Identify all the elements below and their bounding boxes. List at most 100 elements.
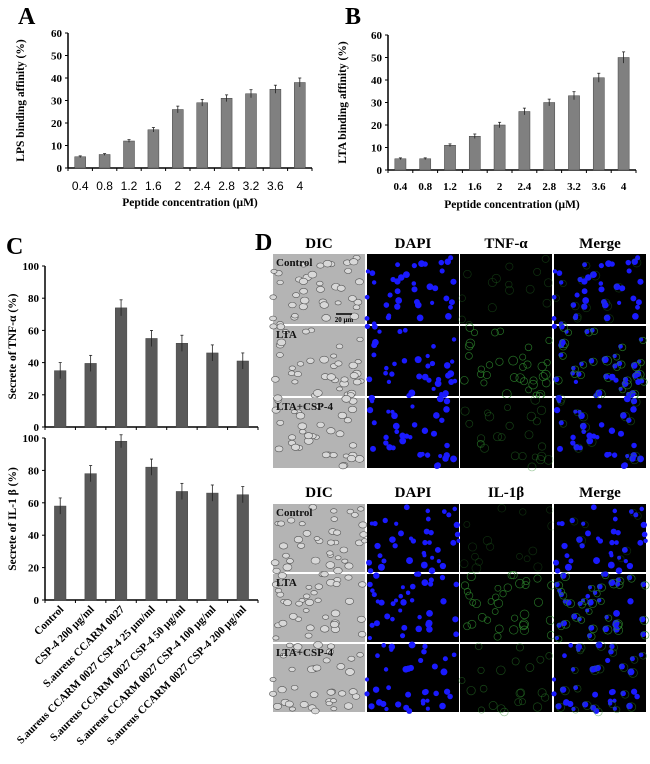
marker-signal (629, 455, 640, 465)
y-tick-label: 0 (34, 422, 40, 434)
marker-signal (615, 581, 624, 589)
marker-signal (525, 663, 535, 672)
cell (311, 707, 320, 715)
cell (286, 558, 294, 564)
marker-signal (527, 462, 537, 472)
y-tick-label: 80 (28, 293, 40, 305)
nucleus (556, 270, 563, 276)
nucleus (414, 356, 422, 364)
nucleus (421, 550, 427, 556)
nucleus (416, 314, 424, 322)
x-axis-title: Peptide concentration (μM) (444, 199, 580, 211)
cell (313, 536, 321, 541)
nucleus (366, 376, 373, 383)
cell (338, 462, 348, 470)
y-tick-label: 30 (51, 96, 63, 108)
marker-signal (494, 584, 502, 592)
bar (617, 57, 630, 171)
nucleus (617, 430, 625, 437)
marker-signal (587, 632, 596, 641)
cell (316, 286, 325, 293)
cell (347, 655, 356, 662)
marker-signal (515, 373, 525, 383)
marker-signal (604, 314, 614, 324)
cell (276, 352, 284, 358)
marker-image (458, 642, 553, 717)
nucleus (593, 557, 601, 565)
nucleus (581, 303, 588, 310)
nucleus (387, 292, 393, 298)
cell (287, 517, 296, 524)
nucleus (408, 641, 416, 649)
y-tick-label: 30 (371, 98, 383, 110)
row-label: Control (276, 507, 312, 519)
marker-signal (585, 328, 593, 337)
nucleus (631, 258, 638, 266)
cell (272, 567, 281, 574)
nucleus (453, 581, 460, 588)
marker-signal (602, 301, 612, 311)
marker-signal (523, 555, 531, 563)
marker-signal (559, 352, 567, 360)
cell (327, 539, 335, 546)
dapi-image (364, 641, 459, 714)
image-background (460, 644, 552, 712)
marker-signal (528, 379, 538, 390)
nucleus (640, 581, 647, 588)
marker-signal (613, 625, 624, 635)
x-tick-label: 3.6 (592, 181, 606, 193)
nucleus (629, 455, 636, 462)
nucleus (383, 434, 389, 441)
nucleus (409, 536, 414, 541)
marker-signal (496, 665, 506, 676)
cell (298, 303, 308, 311)
nucleus (453, 631, 459, 638)
marker-signal (477, 666, 485, 674)
nucleus (573, 379, 579, 385)
nucleus (373, 572, 380, 579)
marker-signal (496, 327, 505, 335)
marker-signal (484, 412, 495, 422)
cell (332, 581, 341, 587)
nucleus (442, 656, 448, 662)
marker-signal (483, 616, 492, 624)
cell (270, 268, 278, 274)
nucleus (552, 269, 558, 274)
nucleus (612, 516, 618, 522)
cell (291, 443, 300, 451)
cell (303, 593, 311, 599)
nucleus (424, 452, 431, 458)
marker-signal (545, 652, 553, 660)
nucleus (391, 412, 398, 420)
panel-label-b: B (345, 4, 361, 30)
nucleus (371, 280, 377, 285)
nucleus (452, 506, 458, 512)
marker-signal (613, 353, 621, 361)
column-header: DIC (305, 236, 333, 252)
marker-signal (497, 433, 506, 442)
nucleus (449, 359, 455, 364)
cell (340, 376, 349, 383)
bar (98, 154, 111, 169)
nucleus (454, 531, 461, 538)
marker-signal (582, 261, 591, 270)
nucleus (573, 313, 579, 319)
nucleus (448, 299, 455, 306)
marker-signal (465, 338, 476, 349)
row-label: LTA+CSP-4 (276, 647, 334, 659)
cell (288, 666, 296, 672)
nucleus (372, 339, 379, 346)
nucleus (620, 462, 628, 469)
marker-signal (494, 624, 504, 634)
nucleus (371, 592, 377, 598)
cell (277, 520, 285, 527)
marker-signal (596, 641, 606, 651)
marker-signal (529, 376, 538, 385)
cell (274, 588, 282, 594)
marker-signal (608, 648, 618, 657)
merge-image (551, 254, 646, 329)
nucleus (602, 571, 609, 577)
marker-signal (519, 625, 530, 635)
marker-signal (571, 666, 579, 674)
nucleus (562, 653, 567, 659)
